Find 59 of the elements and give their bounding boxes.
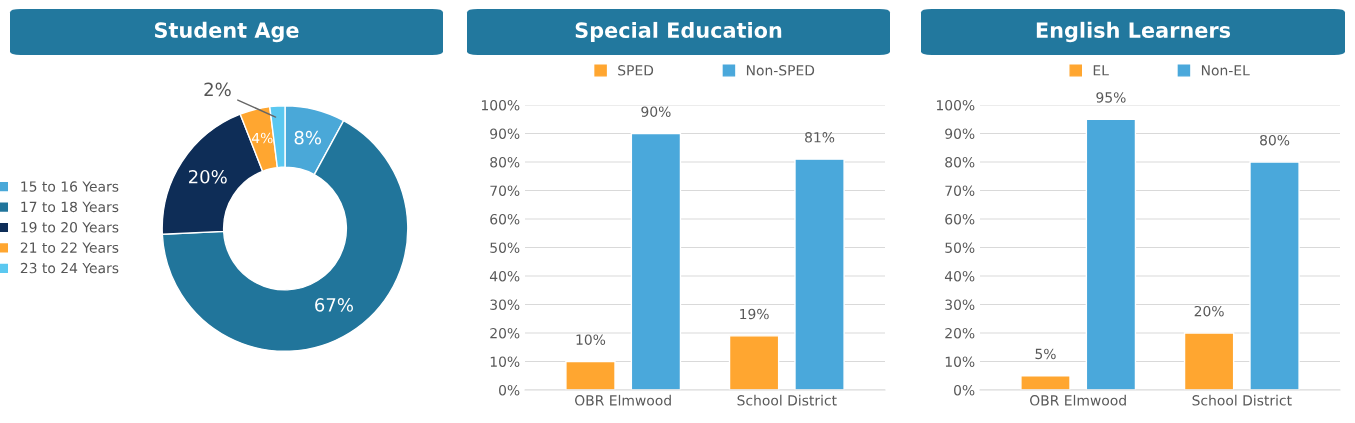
- y-tick-label: 10%: [945, 356, 975, 367]
- chart-title: English Learners: [1036, 21, 1231, 43]
- data-label: 8%: [294, 130, 322, 145]
- legend-label: 19 to 20 Years: [21, 222, 119, 233]
- legend-label: 15 to 16 Years: [21, 181, 119, 192]
- y-tick-label: 50%: [490, 242, 520, 253]
- data-label: 10%: [576, 334, 606, 345]
- data-label: 2%: [204, 82, 231, 97]
- x-tick-label: OBR Elmwood: [575, 394, 671, 406]
- bar: [728, 335, 780, 390]
- y-tick-label: 30%: [490, 299, 520, 310]
- data-label: 5%: [1035, 348, 1056, 360]
- y-tick-label: 100%: [481, 99, 520, 111]
- y-tick-label: 40%: [944, 270, 975, 282]
- legend-label: SPED: [618, 65, 654, 76]
- legend-label: 17 to 18 Years: [21, 201, 119, 213]
- y-tick-label: 50%: [945, 242, 975, 253]
- data-label: 90%: [641, 106, 671, 117]
- chart-title: Student Age: [154, 21, 299, 43]
- y-tick-label: 20%: [490, 327, 520, 339]
- y-tick-label: 70%: [490, 185, 520, 196]
- legend-label: EL: [1093, 65, 1109, 76]
- data-label: 20%: [188, 169, 227, 184]
- legend-label: Non-SPED: [746, 65, 815, 76]
- y-tick-label: 100%: [936, 99, 975, 111]
- y-tick-label: 0%: [954, 384, 975, 396]
- bar: [1249, 161, 1300, 390]
- bar: [565, 360, 616, 390]
- x-tick-label: School District: [1192, 394, 1292, 406]
- bar: [794, 158, 845, 390]
- data-label: 81%: [805, 132, 835, 143]
- bar: [1085, 118, 1137, 390]
- data-label: 80%: [1260, 134, 1290, 146]
- legend-label: 21 to 22 Years: [20, 242, 119, 253]
- y-tick-label: 0%: [499, 384, 520, 396]
- bar: [1020, 375, 1071, 390]
- y-tick-label: 60%: [945, 213, 975, 225]
- data-label: 19%: [740, 308, 769, 320]
- legend-label: 23 to 24 Years: [20, 262, 119, 274]
- data-label: 4%: [251, 132, 273, 144]
- x-tick-label: School District: [737, 394, 837, 406]
- y-tick-label: 80%: [490, 156, 520, 168]
- y-tick-label: 70%: [945, 185, 975, 196]
- data-label: 20%: [1194, 305, 1224, 317]
- y-tick-label: 30%: [945, 299, 975, 310]
- y-tick-label: 10%: [490, 356, 520, 367]
- y-tick-label: 20%: [945, 327, 975, 339]
- bar: [630, 132, 682, 390]
- chart-title: Special Education: [575, 21, 782, 43]
- data-label: 67%: [315, 298, 353, 312]
- y-tick-label: 80%: [945, 156, 975, 168]
- x-tick-label: OBR Elmwood: [1030, 394, 1126, 406]
- bar: [1183, 332, 1235, 390]
- legend-label: Non-EL: [1201, 65, 1250, 76]
- data-label: 95%: [1096, 92, 1126, 103]
- y-tick-label: 40%: [489, 270, 520, 282]
- y-tick-label: 60%: [490, 213, 520, 225]
- y-tick-label: 90%: [945, 128, 975, 139]
- y-tick-label: 90%: [490, 128, 520, 139]
